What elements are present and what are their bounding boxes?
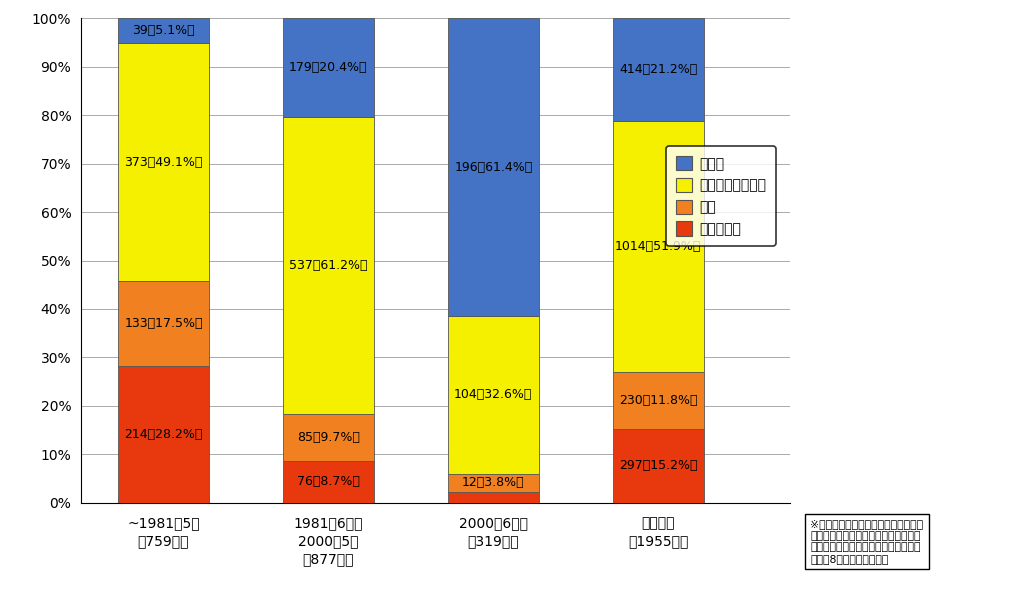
Bar	[448, 18, 539, 316]
Bar	[119, 44, 209, 281]
Text: 297（15.2%）: 297（15.2%）	[619, 459, 698, 473]
Text: 133（17.5%）: 133（17.5%）	[125, 317, 203, 330]
Text: 214（28.2%）: 214（28.2%）	[125, 428, 203, 441]
Bar	[613, 121, 704, 372]
Bar	[613, 18, 704, 121]
Text: 414（21.2%）: 414（21.2%）	[619, 63, 697, 76]
Bar	[448, 474, 539, 492]
Bar	[448, 492, 539, 503]
Text: 1014（51.9%）: 1014（51.9%）	[615, 240, 701, 253]
Bar	[119, 18, 209, 44]
Bar	[283, 414, 374, 461]
Bar	[119, 366, 209, 503]
Legend: 無被害, 軽微・小破・中破, 大破, 倒壊・崩壊: 無被害, 軽微・小破・中破, 大破, 倒壊・崩壊	[667, 147, 776, 246]
Text: 196（61.4%）: 196（61.4%）	[454, 161, 533, 173]
Text: 179（20.4%）: 179（20.4%）	[289, 61, 368, 74]
Bar	[283, 461, 374, 503]
Text: ※被害状況等の調査結果については建
築学会において現在精査中であり、こ
こに示す数値は暫定的なものである。
（９月8日時点のデータ）: ※被害状況等の調査結果については建 築学会において現在精査中であり、こ こに示す…	[810, 519, 924, 564]
Text: 12（3.8%）: 12（3.8%）	[462, 476, 525, 489]
Text: 85（9.7%）: 85（9.7%）	[297, 431, 360, 444]
Text: 39（5.1%）: 39（5.1%）	[132, 25, 194, 37]
Text: 537（61.2%）: 537（61.2%）	[289, 259, 368, 272]
Bar	[613, 429, 704, 503]
Bar	[283, 18, 374, 117]
Bar	[448, 316, 539, 474]
Bar	[613, 372, 704, 429]
Text: 104（32.6%）: 104（32.6%）	[454, 389, 533, 402]
Text: 76（8.7%）: 76（8.7%）	[297, 475, 360, 488]
Bar	[283, 117, 374, 414]
Text: 230（11.8%）: 230（11.8%）	[619, 394, 698, 407]
Bar	[119, 281, 209, 366]
Text: 373（49.1%）: 373（49.1%）	[125, 156, 203, 169]
